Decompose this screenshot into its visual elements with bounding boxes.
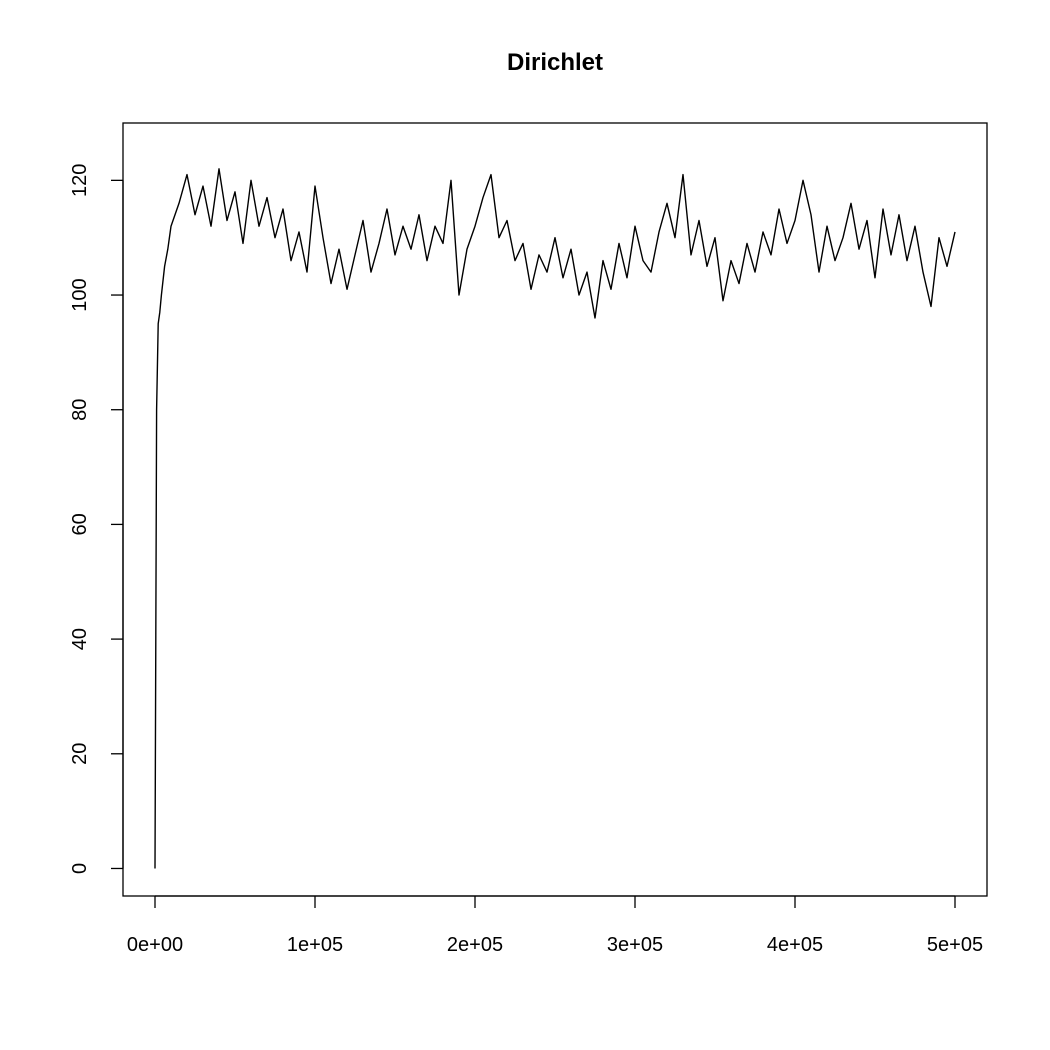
y-tick-label: 0 bbox=[69, 863, 91, 874]
x-tick-label: 4e+05 bbox=[767, 934, 823, 956]
x-tick-label: 5e+05 bbox=[927, 934, 983, 956]
data-line bbox=[154, 168, 956, 869]
y-tick-label: 80 bbox=[69, 399, 91, 421]
chart-title: Dirichlet bbox=[507, 49, 603, 76]
y-tick-label: 60 bbox=[69, 513, 91, 535]
y-tick-label: 20 bbox=[69, 743, 91, 765]
y-tick-label: 100 bbox=[69, 278, 91, 311]
y-tick-label: 120 bbox=[69, 164, 91, 197]
x-tick-label: 0e+00 bbox=[127, 934, 183, 956]
y-tick-label: 40 bbox=[69, 628, 91, 650]
x-tick-label: 3e+05 bbox=[607, 934, 663, 956]
x-tick-label: 2e+05 bbox=[447, 934, 503, 956]
x-tick-label: 1e+05 bbox=[287, 934, 343, 956]
